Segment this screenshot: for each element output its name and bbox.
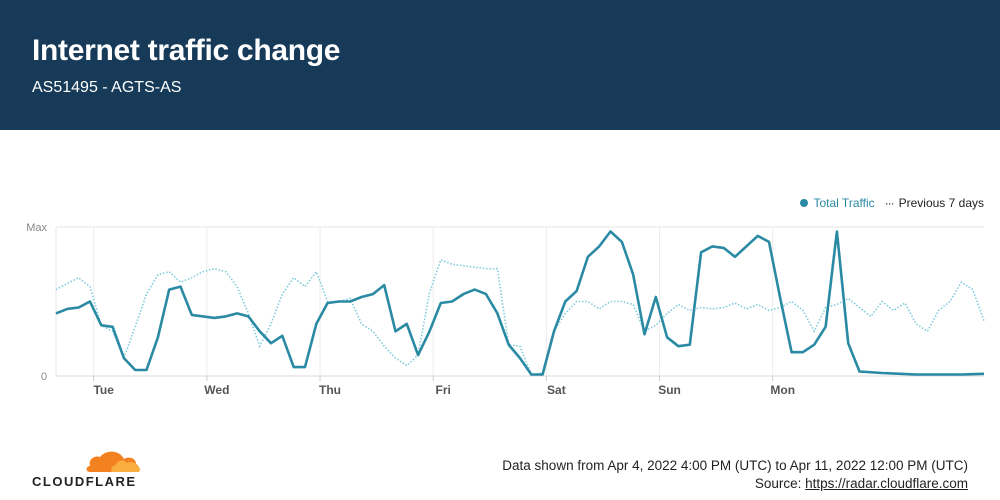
x-tick-label: Tue xyxy=(93,383,114,397)
y-axis: Max 0 xyxy=(26,222,47,383)
source-link[interactable]: https://radar.cloudflare.com xyxy=(805,476,968,491)
series-line-current xyxy=(55,230,985,376)
chart-grid xyxy=(55,226,984,377)
x-tick-label: Mon xyxy=(770,383,795,397)
legend-dot-icon xyxy=(800,199,809,207)
legend-dotted-line-icon: ··· xyxy=(884,196,895,210)
chart-legend: Total Traffic ··· Previous 7 days xyxy=(800,196,984,210)
page-title: Internet traffic change xyxy=(32,34,341,67)
legend-label-previous: Previous 7 days xyxy=(898,196,984,210)
legend-label-current: Total Traffic xyxy=(813,196,875,210)
x-tick-label: Thu xyxy=(319,383,341,397)
x-tick-label: Fri xyxy=(436,383,451,397)
x-tick-label: Wed xyxy=(204,383,229,397)
legend-item-current[interactable]: Total Traffic xyxy=(800,196,875,210)
header-banner: Internet traffic change AS51495 - AGTS-A… xyxy=(0,0,1000,130)
logo-wordmark: CLOUDFLARE xyxy=(32,474,137,489)
x-axis: Tue Wed Thu Fri Sat Sun Mon xyxy=(93,376,795,397)
cloudflare-logo: CLOUDFLARE xyxy=(32,448,152,493)
y-tick-label: Max xyxy=(26,222,47,234)
source-line: Source: https://radar.cloudflare.com xyxy=(502,475,968,493)
series-line-previous xyxy=(55,258,985,376)
y-tick-label: 0 xyxy=(41,371,47,383)
x-tick-label: Sun xyxy=(658,383,681,397)
x-tick-label: Sat xyxy=(547,383,566,397)
legend-item-previous[interactable]: ··· Previous 7 days xyxy=(885,196,984,210)
cloud-icon xyxy=(86,451,141,472)
source-prefix: Source: xyxy=(754,476,806,491)
date-range-text: Data shown from Apr 4, 2022 4:00 PM (UTC… xyxy=(502,458,968,473)
page-subtitle: AS51495 - AGTS-AS xyxy=(32,79,182,96)
chart-footer: Data shown from Apr 4, 2022 4:00 PM (UTC… xyxy=(502,457,968,493)
